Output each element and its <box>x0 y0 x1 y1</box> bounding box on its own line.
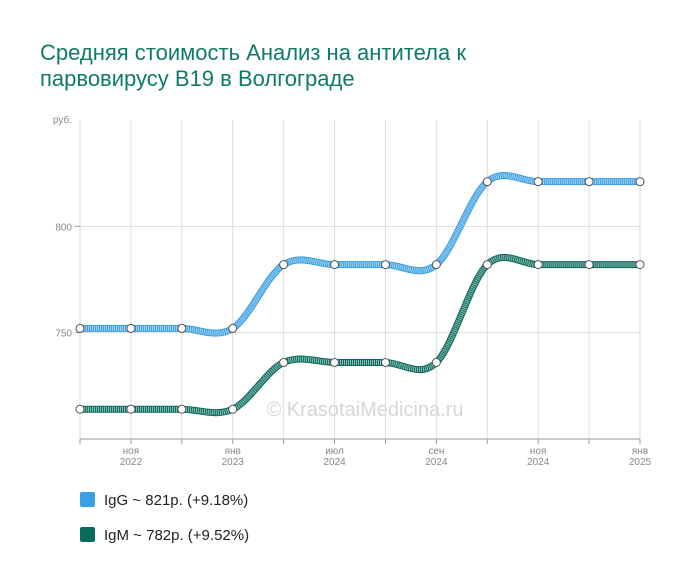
x-tick-label: июл 2024 <box>323 446 346 468</box>
line-casing <box>76 253 644 417</box>
point <box>126 323 136 333</box>
point <box>279 357 289 367</box>
y-tick-label: 800 <box>55 222 72 233</box>
line-casing <box>76 172 644 337</box>
x-tick-label: янв 2025 <box>629 446 652 468</box>
point <box>533 177 543 187</box>
point <box>482 260 492 270</box>
point <box>177 323 187 333</box>
point <box>635 177 645 187</box>
point <box>533 260 543 270</box>
point <box>431 357 441 367</box>
point <box>431 260 441 270</box>
x-tick-label: ноя 2024 <box>527 446 550 468</box>
point <box>482 177 492 187</box>
legend-swatch[interactable] <box>80 527 95 542</box>
point <box>177 404 187 414</box>
x-tick-label: ноя 2022 <box>120 446 143 468</box>
point <box>584 177 594 187</box>
legend-label: IgM ~ 782р. (+9.52%) <box>104 527 249 544</box>
point <box>635 260 645 270</box>
point <box>380 357 390 367</box>
chart-title: Средняя стоимость Анализ на антитела к <box>40 40 466 65</box>
chart-title: парвовирусу B19 в Волгограде <box>40 66 355 91</box>
x-tick-label: янв 2023 <box>222 446 245 468</box>
point <box>228 404 238 414</box>
y-axis-label: руб. <box>53 114 72 126</box>
x-tick-label: сен 2024 <box>425 446 448 468</box>
point <box>330 357 340 367</box>
point <box>584 260 594 270</box>
point <box>380 260 390 270</box>
y-tick-label: 750 <box>55 329 72 340</box>
point <box>126 404 136 414</box>
watermark: © KrasotaiMedicina.ru <box>266 399 463 421</box>
line <box>80 173 640 336</box>
point <box>228 323 238 333</box>
legend-label: IgG ~ 821р. (+9.18%) <box>104 492 248 509</box>
point <box>75 323 85 333</box>
line <box>79 254 640 416</box>
legend-swatch[interactable] <box>80 492 95 507</box>
point <box>75 404 85 414</box>
point <box>330 260 340 270</box>
point <box>279 260 289 270</box>
